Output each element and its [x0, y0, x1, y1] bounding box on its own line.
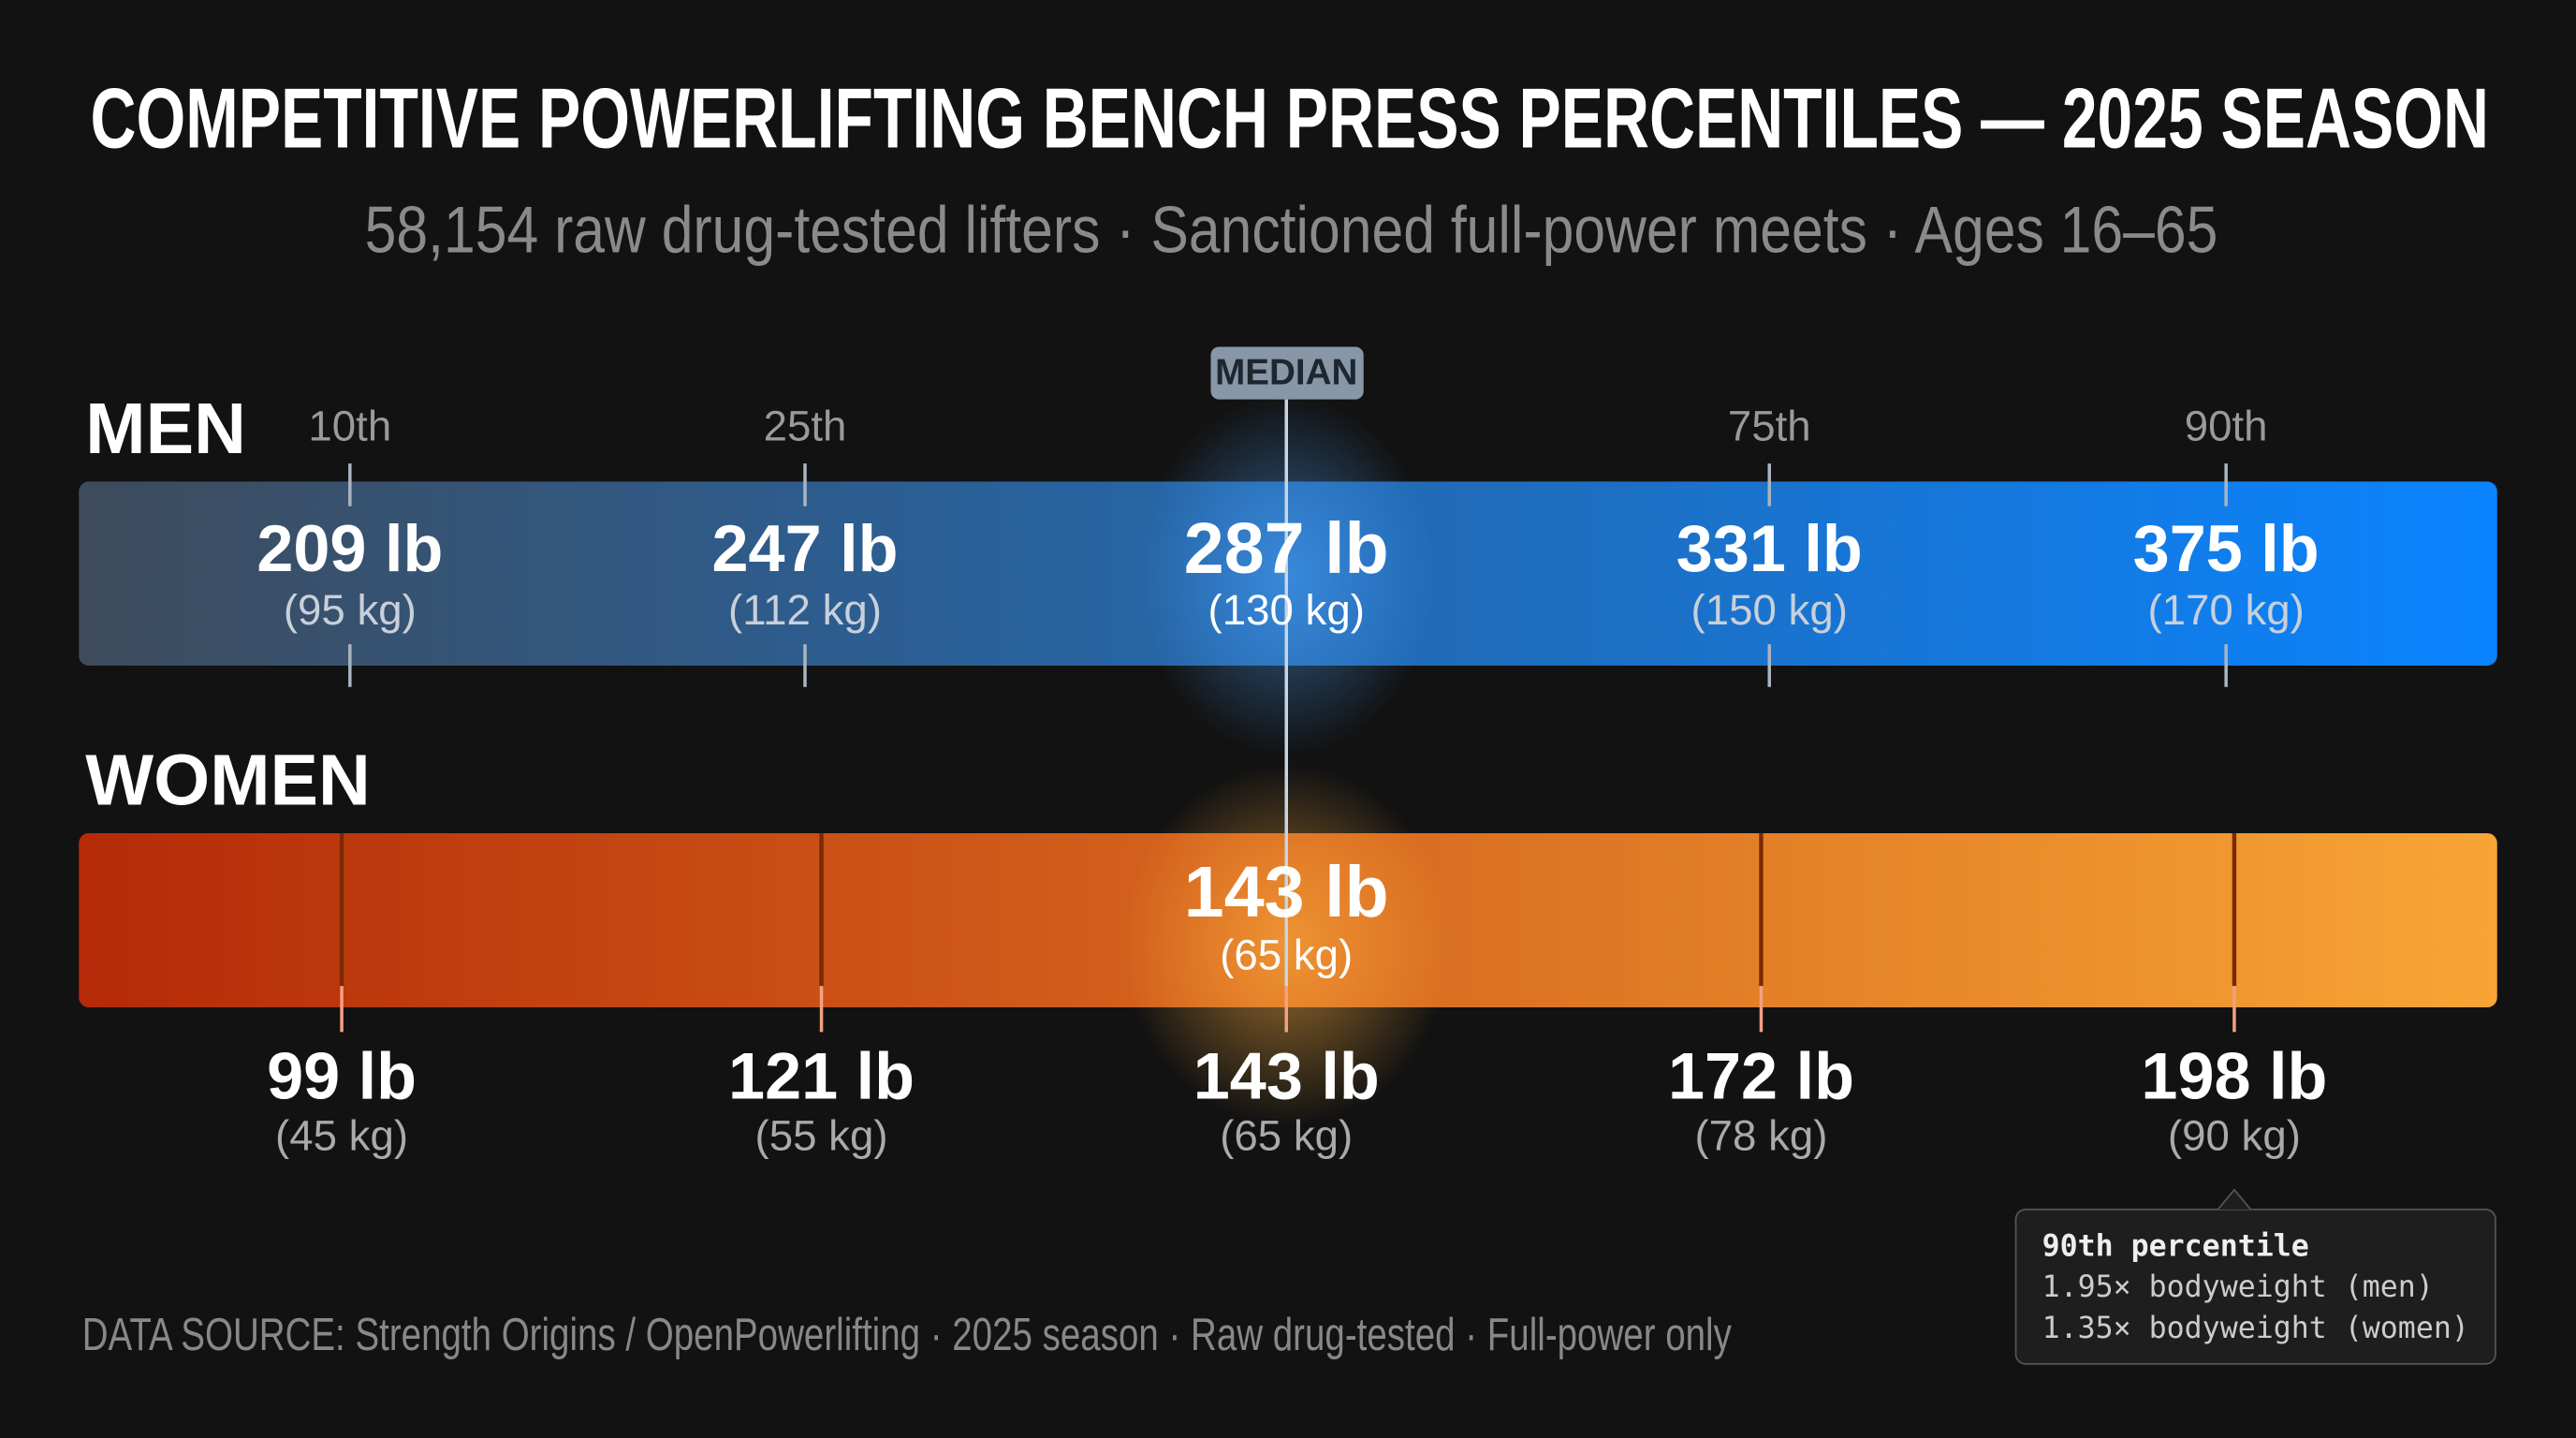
- note-line: 1.35× bodyweight (women): [2042, 1312, 2469, 1345]
- kg-label: (112 kg): [728, 586, 882, 634]
- value-label: 209 lb: [256, 511, 443, 585]
- title: COMPETITIVE POWERLIFTING BENCH PRESS PER…: [91, 71, 2489, 167]
- series-label: WOMEN: [85, 740, 371, 820]
- note-pointer: [2217, 1188, 2252, 1211]
- value-label: 198 lb: [2141, 1039, 2327, 1113]
- note-box: [2014, 1209, 2496, 1365]
- kg-label: (90 kg): [2168, 1111, 2301, 1159]
- kg-label: (150 kg): [1691, 586, 1848, 634]
- value-label: 99 lb: [267, 1039, 417, 1113]
- kg-label: (95 kg): [284, 586, 417, 634]
- median-badge: [1210, 346, 1364, 400]
- value-label: 331 lb: [1676, 511, 1863, 585]
- note-line: 1.95× bodyweight (men): [2042, 1270, 2434, 1304]
- median-kg: (65 kg): [1220, 931, 1353, 978]
- series-label: MEN: [85, 389, 246, 469]
- subtitle: 58,154 raw drug-tested lifters · Sanctio…: [365, 193, 2218, 267]
- percentile-label: 75th: [1728, 402, 1811, 449]
- source: DATA SOURCE: Strength Origins / OpenPowe…: [82, 1310, 1732, 1360]
- median-value: 143 lb: [1184, 852, 1389, 932]
- kg-label: (78 kg): [1694, 1111, 1827, 1159]
- median-badge-label: MEDIAN: [1215, 353, 1357, 393]
- value-label: 375 lb: [2133, 511, 2320, 585]
- percentile-label: 90th: [2185, 402, 2268, 449]
- value-label: 172 lb: [1668, 1039, 1854, 1113]
- percentile-label: 10th: [308, 402, 391, 449]
- kg-label: (45 kg): [275, 1111, 408, 1159]
- percentile-label: 25th: [764, 402, 847, 449]
- kg-label: (65 kg): [1220, 1111, 1353, 1159]
- value-label: 143 lb: [1193, 1039, 1380, 1113]
- kg-label: (170 kg): [2147, 586, 2304, 634]
- kg-label: (55 kg): [755, 1111, 888, 1159]
- value-label: 287 lb: [1184, 508, 1389, 589]
- value-label: 247 lb: [712, 511, 899, 585]
- value-label: 121 lb: [728, 1039, 915, 1113]
- note-title: 90th percentile: [2042, 1229, 2309, 1263]
- kg-label: (130 kg): [1208, 586, 1365, 634]
